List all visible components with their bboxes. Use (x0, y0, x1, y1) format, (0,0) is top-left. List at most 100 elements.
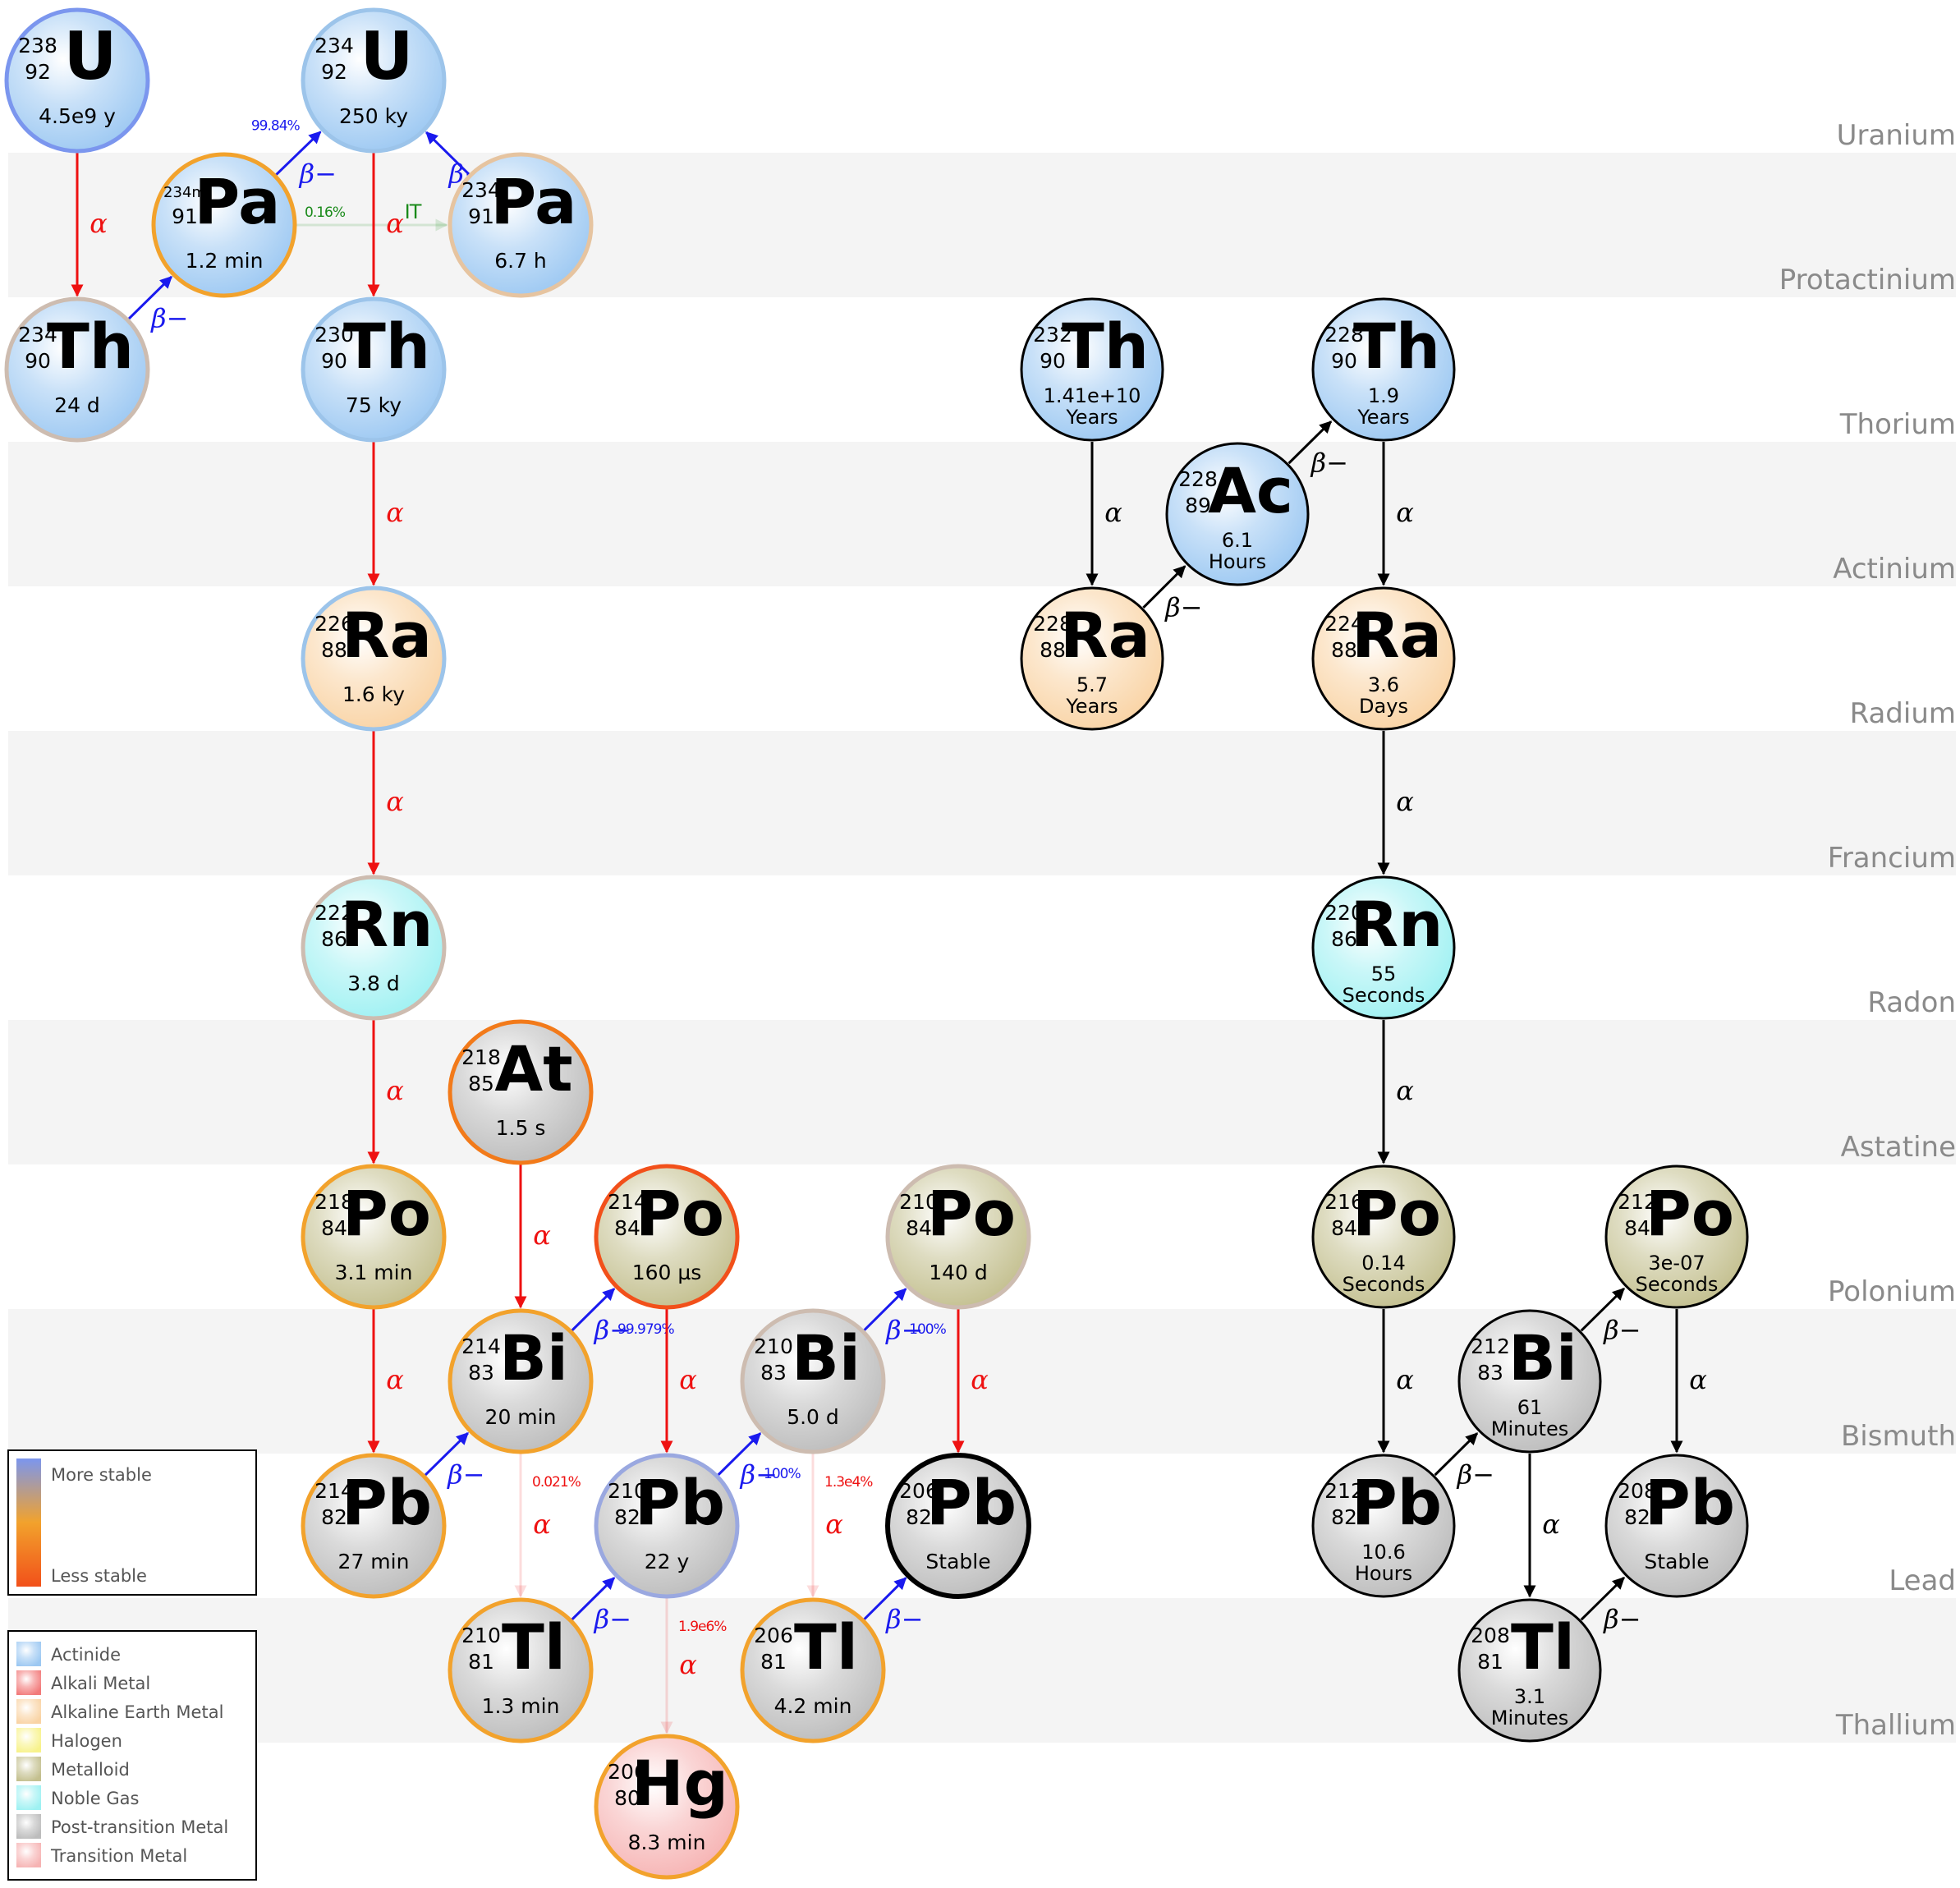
legend-swatch (16, 1699, 41, 1724)
half-life: 1.2 min (186, 249, 264, 273)
mass-number: 210 (461, 1624, 501, 1647)
decay-mode-label: α (1396, 1364, 1414, 1395)
legend-item-alkaline-earth-metal: Alkaline Earth Metal (16, 1699, 223, 1724)
mass-number: 206 (899, 1479, 939, 1503)
atomic-number: 82 (1331, 1505, 1357, 1529)
atomic-number: 84 (1624, 1216, 1650, 1240)
half-life-value: 3.1 (1514, 1685, 1545, 1708)
decay-arrow-tl210-pb210: β− (571, 1577, 631, 1635)
decay-mode-label: β− (594, 1604, 631, 1635)
legend-item-noble-gas: Noble Gas (16, 1785, 139, 1810)
nuclide-circle (301, 586, 447, 732)
legend-label: Alkaline Earth Metal (51, 1702, 223, 1722)
decay-arrow-bi214-po214: β−99.979% (571, 1288, 675, 1346)
half-life-unit: Seconds (1343, 1273, 1425, 1296)
decay-arrow-bi212-tl208: α (1523, 1454, 1560, 1598)
atomic-number: 92 (25, 60, 51, 84)
decay-arrow-at218-bi214: α (514, 1164, 551, 1309)
nuclide-circle (4, 296, 150, 443)
legend-swatch (16, 1670, 41, 1695)
legend-label: Alkali Metal (51, 1674, 150, 1693)
element-symbol: At (494, 1032, 572, 1105)
row-band-actinium (8, 442, 1956, 586)
half-life-value: 3.6 (1368, 673, 1399, 696)
atomic-number: 89 (1185, 494, 1211, 517)
branching-ratio-label: 100% (909, 1321, 946, 1338)
branching-ratio-label: 99.84% (251, 118, 301, 135)
element-symbol: Tl (1511, 1610, 1575, 1684)
legend-label: Halogen (51, 1731, 122, 1751)
legend-swatch (16, 1785, 41, 1810)
row-label-thorium: Thorium (1839, 408, 1956, 441)
element-symbol: Pb (1645, 1466, 1735, 1539)
decay-arrow-ra224-rn220: α (1377, 731, 1414, 875)
nuclide-circle (1457, 1309, 1602, 1454)
mass-number: 234m (163, 184, 206, 201)
decay-mode-label: α (1396, 1075, 1414, 1106)
element-symbol: Th (343, 310, 430, 383)
nuclide-tl210: 210 81 Tl 1.3 min (448, 1597, 594, 1743)
atomic-number: 85 (468, 1072, 494, 1096)
atomic-number: 83 (468, 1361, 494, 1385)
row-label-polonium: Polonium (1828, 1275, 1956, 1308)
half-life: 22 y (645, 1550, 690, 1573)
atomic-number: 90 (321, 349, 347, 373)
decay-mode-label: α (1396, 786, 1414, 817)
branching-ratio-label: 0.021% (532, 1474, 581, 1491)
element-symbol: Rn (341, 888, 434, 961)
decay-arrow-line (127, 276, 172, 320)
element-symbol: Rn (1351, 888, 1444, 961)
decay-arrow-po212-pb208: α (1670, 1309, 1707, 1454)
half-life: 3.8 d (347, 972, 400, 995)
legend: More stable Less stable Actinide Alkali Met… (7, 1449, 257, 1881)
decay-arrow-tl206-pb206: β− (863, 1577, 923, 1635)
legend-swatch (16, 1843, 41, 1867)
legend-swatch (16, 1728, 41, 1752)
half-life-value: 5.7 (1076, 673, 1108, 696)
mass-number: 226 (314, 612, 354, 636)
mass-number: 210 (754, 1334, 793, 1358)
row-label-thallium: Thallium (1835, 1709, 1956, 1742)
stability-legend-box (7, 1449, 257, 1596)
mass-number: 214 (461, 1334, 501, 1358)
mass-number: 210 (899, 1190, 939, 1214)
decay-mode-label: β− (740, 1459, 778, 1491)
atomic-number: 86 (321, 927, 347, 951)
branching-ratio-label: 1.3e4% (824, 1474, 873, 1491)
decay-arrow-bi214-tl210: α 0.021% (514, 1454, 582, 1598)
half-life: 1.6 ky (342, 682, 405, 706)
half-life-value: 55 (1371, 962, 1397, 985)
row-label-radon: Radon (1867, 986, 1956, 1019)
decay-arrow-rn222-po218: α (367, 1020, 404, 1164)
half-life-unit: Days (1359, 695, 1408, 718)
element-symbol: Ra (342, 599, 432, 672)
half-life: Stable (925, 1550, 990, 1573)
element-symbol: Po (636, 1177, 724, 1250)
atomic-number: 84 (614, 1216, 640, 1240)
nuclide-circle (1165, 442, 1310, 586)
decay-mode-label: β− (594, 1315, 631, 1346)
nuclide-circle (594, 1734, 740, 1880)
mass-number: 212 (1324, 1479, 1364, 1503)
decay-arrow-line (1580, 1577, 1625, 1621)
decay-mode-label: α (533, 1509, 551, 1540)
row-label-protactinium: Protactinium (1779, 264, 1956, 296)
element-symbol: U (64, 18, 117, 94)
element-symbol: Tl (502, 1610, 566, 1684)
half-life: 3.1 min (335, 1261, 413, 1284)
element-symbol: Pa (491, 165, 577, 238)
mass-number: 210 (608, 1479, 647, 1503)
legend-label: Noble Gas (51, 1789, 139, 1808)
atomic-number: 88 (1331, 638, 1357, 662)
mass-number: 208 (1471, 1624, 1510, 1647)
decay-mode-label: α (533, 1220, 551, 1251)
decay-mode-label: α (1104, 497, 1122, 528)
half-life: 6.7 h (494, 249, 547, 273)
decay-arrow-line (717, 1432, 762, 1477)
decay-arrow-pb210-hg206: α 1.9e6% (660, 1598, 728, 1734)
